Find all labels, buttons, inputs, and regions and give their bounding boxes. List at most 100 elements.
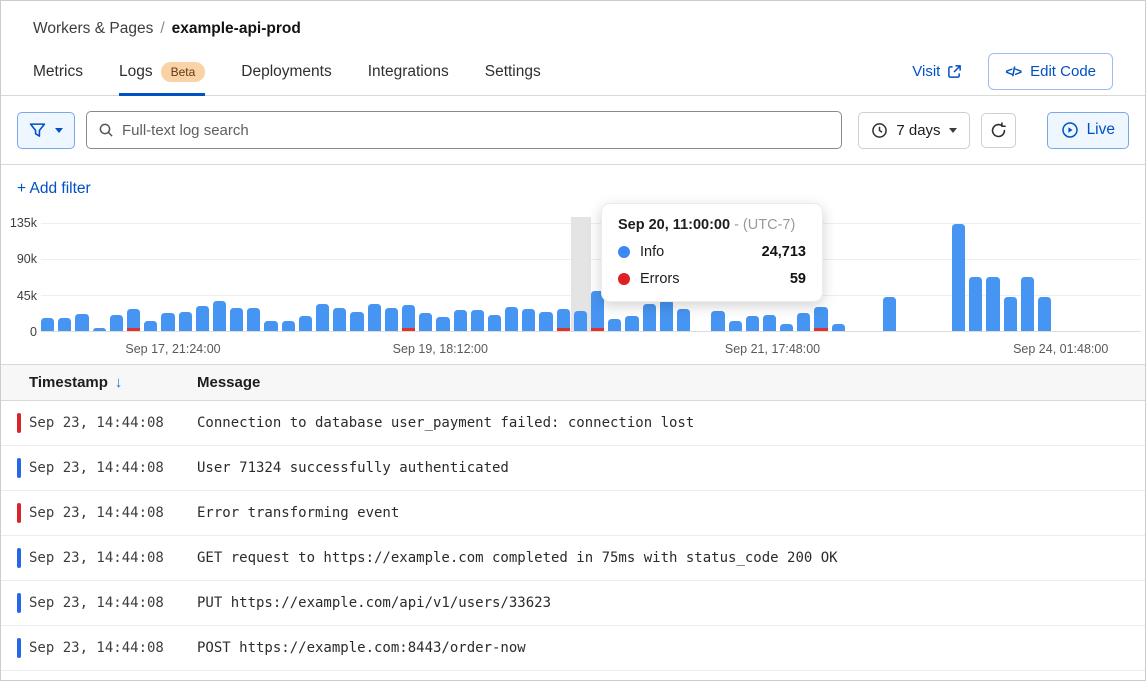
chart-bar[interactable] <box>487 315 502 331</box>
tooltip-title: Sep 20, 11:00:00- (UTC-7) <box>618 217 806 233</box>
chart-bar[interactable] <box>556 309 570 331</box>
chart-bar[interactable] <box>539 311 553 331</box>
chart-bar[interactable] <box>1037 297 1052 331</box>
chart-bar[interactable] <box>1020 277 1034 331</box>
log-row[interactable]: Sep 23, 14:44:08 Connection to database … <box>1 401 1145 446</box>
log-timestamp: Sep 23, 14:44:08 <box>29 460 164 476</box>
chart-bar[interactable] <box>711 311 725 331</box>
chart-bar[interactable] <box>470 310 484 331</box>
chart-bar[interactable] <box>75 314 89 331</box>
chart-bar[interactable] <box>281 320 295 331</box>
chart-bar[interactable] <box>367 303 381 331</box>
chart-bar[interactable] <box>608 319 622 331</box>
log-row[interactable]: Sep 23, 14:44:08 Error transforming even… <box>1 491 1145 536</box>
add-filter-button[interactable]: + Add filter <box>17 180 91 197</box>
chart-bar[interactable] <box>814 307 828 331</box>
column-timestamp: Timestamp ↓ <box>1 374 197 391</box>
chart-bar[interactable] <box>178 311 192 331</box>
log-table-header: Timestamp ↓ Message <box>1 364 1145 401</box>
log-row[interactable]: Sep 23, 14:44:08 POST https://example.co… <box>1 626 1145 671</box>
log-timestamp: Sep 23, 14:44:08 <box>29 640 164 656</box>
chart-bar[interactable] <box>436 316 450 331</box>
chart-bar[interactable] <box>986 277 1000 331</box>
chart-bar[interactable] <box>109 315 123 331</box>
chart-bar[interactable] <box>676 309 691 331</box>
chart-bar[interactable] <box>453 310 467 331</box>
external-link-icon <box>947 64 962 79</box>
chart-bar[interactable] <box>230 307 244 331</box>
log-message: User 71324 successfully authenticated <box>197 460 509 476</box>
filter-menu-button[interactable] <box>17 111 75 149</box>
chart-bar[interactable] <box>642 303 656 331</box>
chart-bar[interactable] <box>350 311 364 331</box>
search-input[interactable] <box>122 121 831 139</box>
chart-bar[interactable] <box>728 320 742 331</box>
chart-bar[interactable] <box>247 307 261 331</box>
time-range-label: 7 days <box>896 121 941 139</box>
log-row[interactable]: Sep 23, 14:44:08 PUT https://example.com… <box>1 581 1145 626</box>
chart-bar[interactable] <box>831 323 845 331</box>
chart-bar[interactable] <box>883 297 897 331</box>
tab-deployments[interactable]: Deployments <box>241 48 331 95</box>
tab-settings[interactable]: Settings <box>485 48 541 95</box>
tab-integrations[interactable]: Integrations <box>368 48 449 95</box>
log-row[interactable]: Sep 23, 14:44:08 GET request to https://… <box>1 536 1145 581</box>
live-label: Live <box>1086 121 1115 138</box>
time-range-dropdown[interactable]: 7 days <box>858 111 970 149</box>
severity-indicator <box>17 638 21 658</box>
tab-logs[interactable]: Logs Beta <box>118 48 206 96</box>
chart-bar[interactable] <box>212 301 227 331</box>
chart-bar[interactable] <box>659 299 673 331</box>
chart-bar[interactable] <box>625 315 639 331</box>
refresh-button[interactable] <box>980 112 1016 148</box>
chart-bar[interactable] <box>144 321 158 331</box>
chart-bar[interactable] <box>41 318 55 331</box>
edit-code-button[interactable]: </> Edit Code <box>988 53 1113 90</box>
chart-bar[interactable] <box>264 321 278 331</box>
breadcrumb-current: example-api-prod <box>171 20 301 37</box>
chart-bar[interactable] <box>780 323 794 331</box>
visit-link[interactable]: Visit <box>912 63 962 80</box>
chart-plot <box>41 217 1141 332</box>
breadcrumb-section[interactable]: Workers & Pages <box>33 20 154 37</box>
chart-bar[interactable] <box>195 306 209 331</box>
tabs: Metrics Logs Beta Deployments Integrations Se… <box>33 48 541 96</box>
severity-indicator <box>17 593 21 613</box>
tooltip-time: Sep 20, 11:00:00 <box>618 217 731 233</box>
chart-bar[interactable] <box>161 313 175 331</box>
chart-bar[interactable] <box>384 307 398 331</box>
sort-descending-icon[interactable]: ↓ <box>114 374 123 391</box>
x-axis-tick-label: Sep 21, 17:48:00 <box>724 342 821 356</box>
chart-bar[interactable] <box>126 309 141 331</box>
chart-bar[interactable] <box>573 311 587 331</box>
chart-bar[interactable] <box>401 305 416 331</box>
chart-bar-error-segment <box>814 328 828 331</box>
chart-bar[interactable] <box>969 277 983 331</box>
log-row[interactable]: Sep 23, 14:44:08 User 71324 successfully… <box>1 446 1145 491</box>
log-message: Error transforming event <box>197 505 400 521</box>
chart-bar[interactable] <box>591 291 605 331</box>
legend-dot-icon <box>618 246 630 258</box>
tab-metrics[interactable]: Metrics <box>33 48 83 95</box>
chart-bar[interactable] <box>762 315 777 331</box>
tab-label: Settings <box>484 62 541 80</box>
tab-label: Logs <box>118 62 153 80</box>
chart-bar[interactable] <box>522 308 536 331</box>
chart-bar[interactable] <box>92 328 106 331</box>
log-toolbar: 7 days Live <box>1 96 1145 165</box>
live-button[interactable]: Live <box>1046 111 1129 149</box>
chart-bar[interactable] <box>951 223 966 331</box>
chart-bar[interactable] <box>745 315 759 331</box>
chart-bar[interactable] <box>316 303 330 331</box>
chart-bar[interactable] <box>1003 297 1017 331</box>
log-volume-chart: 135k 90k 45k 0 Sep 17, 21:24:00 Sep 19, 18:1… <box>1 211 1145 364</box>
chevron-down-icon <box>55 127 63 133</box>
tooltip-timezone: - (UTC-7) <box>734 217 796 233</box>
chart-bar[interactable] <box>505 307 519 331</box>
chart-bar[interactable] <box>419 313 433 331</box>
breadcrumb: Workers & Pages / example-api-prod <box>33 20 1113 38</box>
chart-bar[interactable] <box>298 315 312 331</box>
chart-bar[interactable] <box>333 307 347 331</box>
chart-bar[interactable] <box>58 318 72 331</box>
chart-bar[interactable] <box>797 312 811 331</box>
